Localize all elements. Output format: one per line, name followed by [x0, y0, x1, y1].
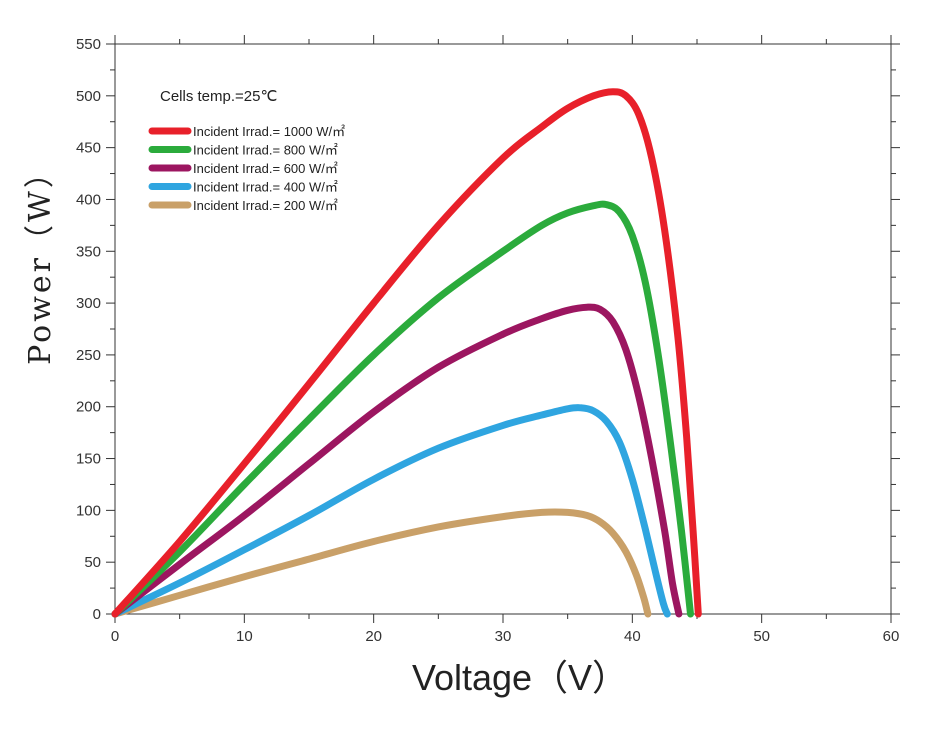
y-tick-label: 500: [76, 88, 101, 105]
y-tick-label: 550: [76, 36, 101, 53]
x-axis-title: Voltage（V）: [412, 657, 628, 698]
y-tick-label: 150: [76, 451, 101, 468]
y-tick-label: 100: [76, 502, 101, 519]
series-line-5: [111, 508, 652, 618]
x-tick-label: 50: [753, 628, 770, 645]
y-tick-label: 300: [76, 295, 101, 312]
y-tick-label: 50: [84, 554, 101, 571]
y-tick-label: 350: [76, 243, 101, 260]
legend-label: Incident Irrad.= 1000 W/㎡: [193, 124, 345, 139]
series-line-1: [111, 88, 702, 618]
x-tick-label: 60: [883, 628, 900, 645]
legend: Incident Irrad.= 1000 W/㎡ Incident Irrad.…: [148, 124, 345, 213]
y-tick-label: 0: [93, 606, 101, 623]
x-tick-label: 10: [236, 628, 253, 645]
x-tick-label: 40: [624, 628, 641, 645]
series-line-4: [111, 404, 671, 618]
legend-label: Incident Irrad.= 400 W/㎡: [193, 180, 338, 195]
series-line-3: [111, 303, 683, 618]
axis-ticks: 0 10 20 30 40 50 60 0 50 100 150 200 250 300 350 400 450…: [76, 35, 900, 645]
legend-label: Incident Irrad.= 800 W/㎡: [193, 143, 338, 158]
y-axis-title: Power（W）: [23, 155, 58, 365]
legend-label: Incident Irrad.= 200 W/㎡: [193, 198, 338, 213]
y-tick-label: 200: [76, 399, 101, 416]
y-tick-label: 450: [76, 140, 101, 157]
legend-label: Incident Irrad.= 600 W/㎡: [193, 161, 338, 176]
curves-layer: [111, 88, 702, 618]
y-tick-label: 250: [76, 347, 101, 364]
y-tick-label: 400: [76, 191, 101, 208]
x-tick-label: 0: [111, 628, 119, 645]
x-tick-label: 20: [365, 628, 382, 645]
x-tick-label: 30: [495, 628, 512, 645]
temperature-annotation: Cells temp.=25℃: [160, 88, 277, 105]
series-line-2: [111, 200, 694, 618]
